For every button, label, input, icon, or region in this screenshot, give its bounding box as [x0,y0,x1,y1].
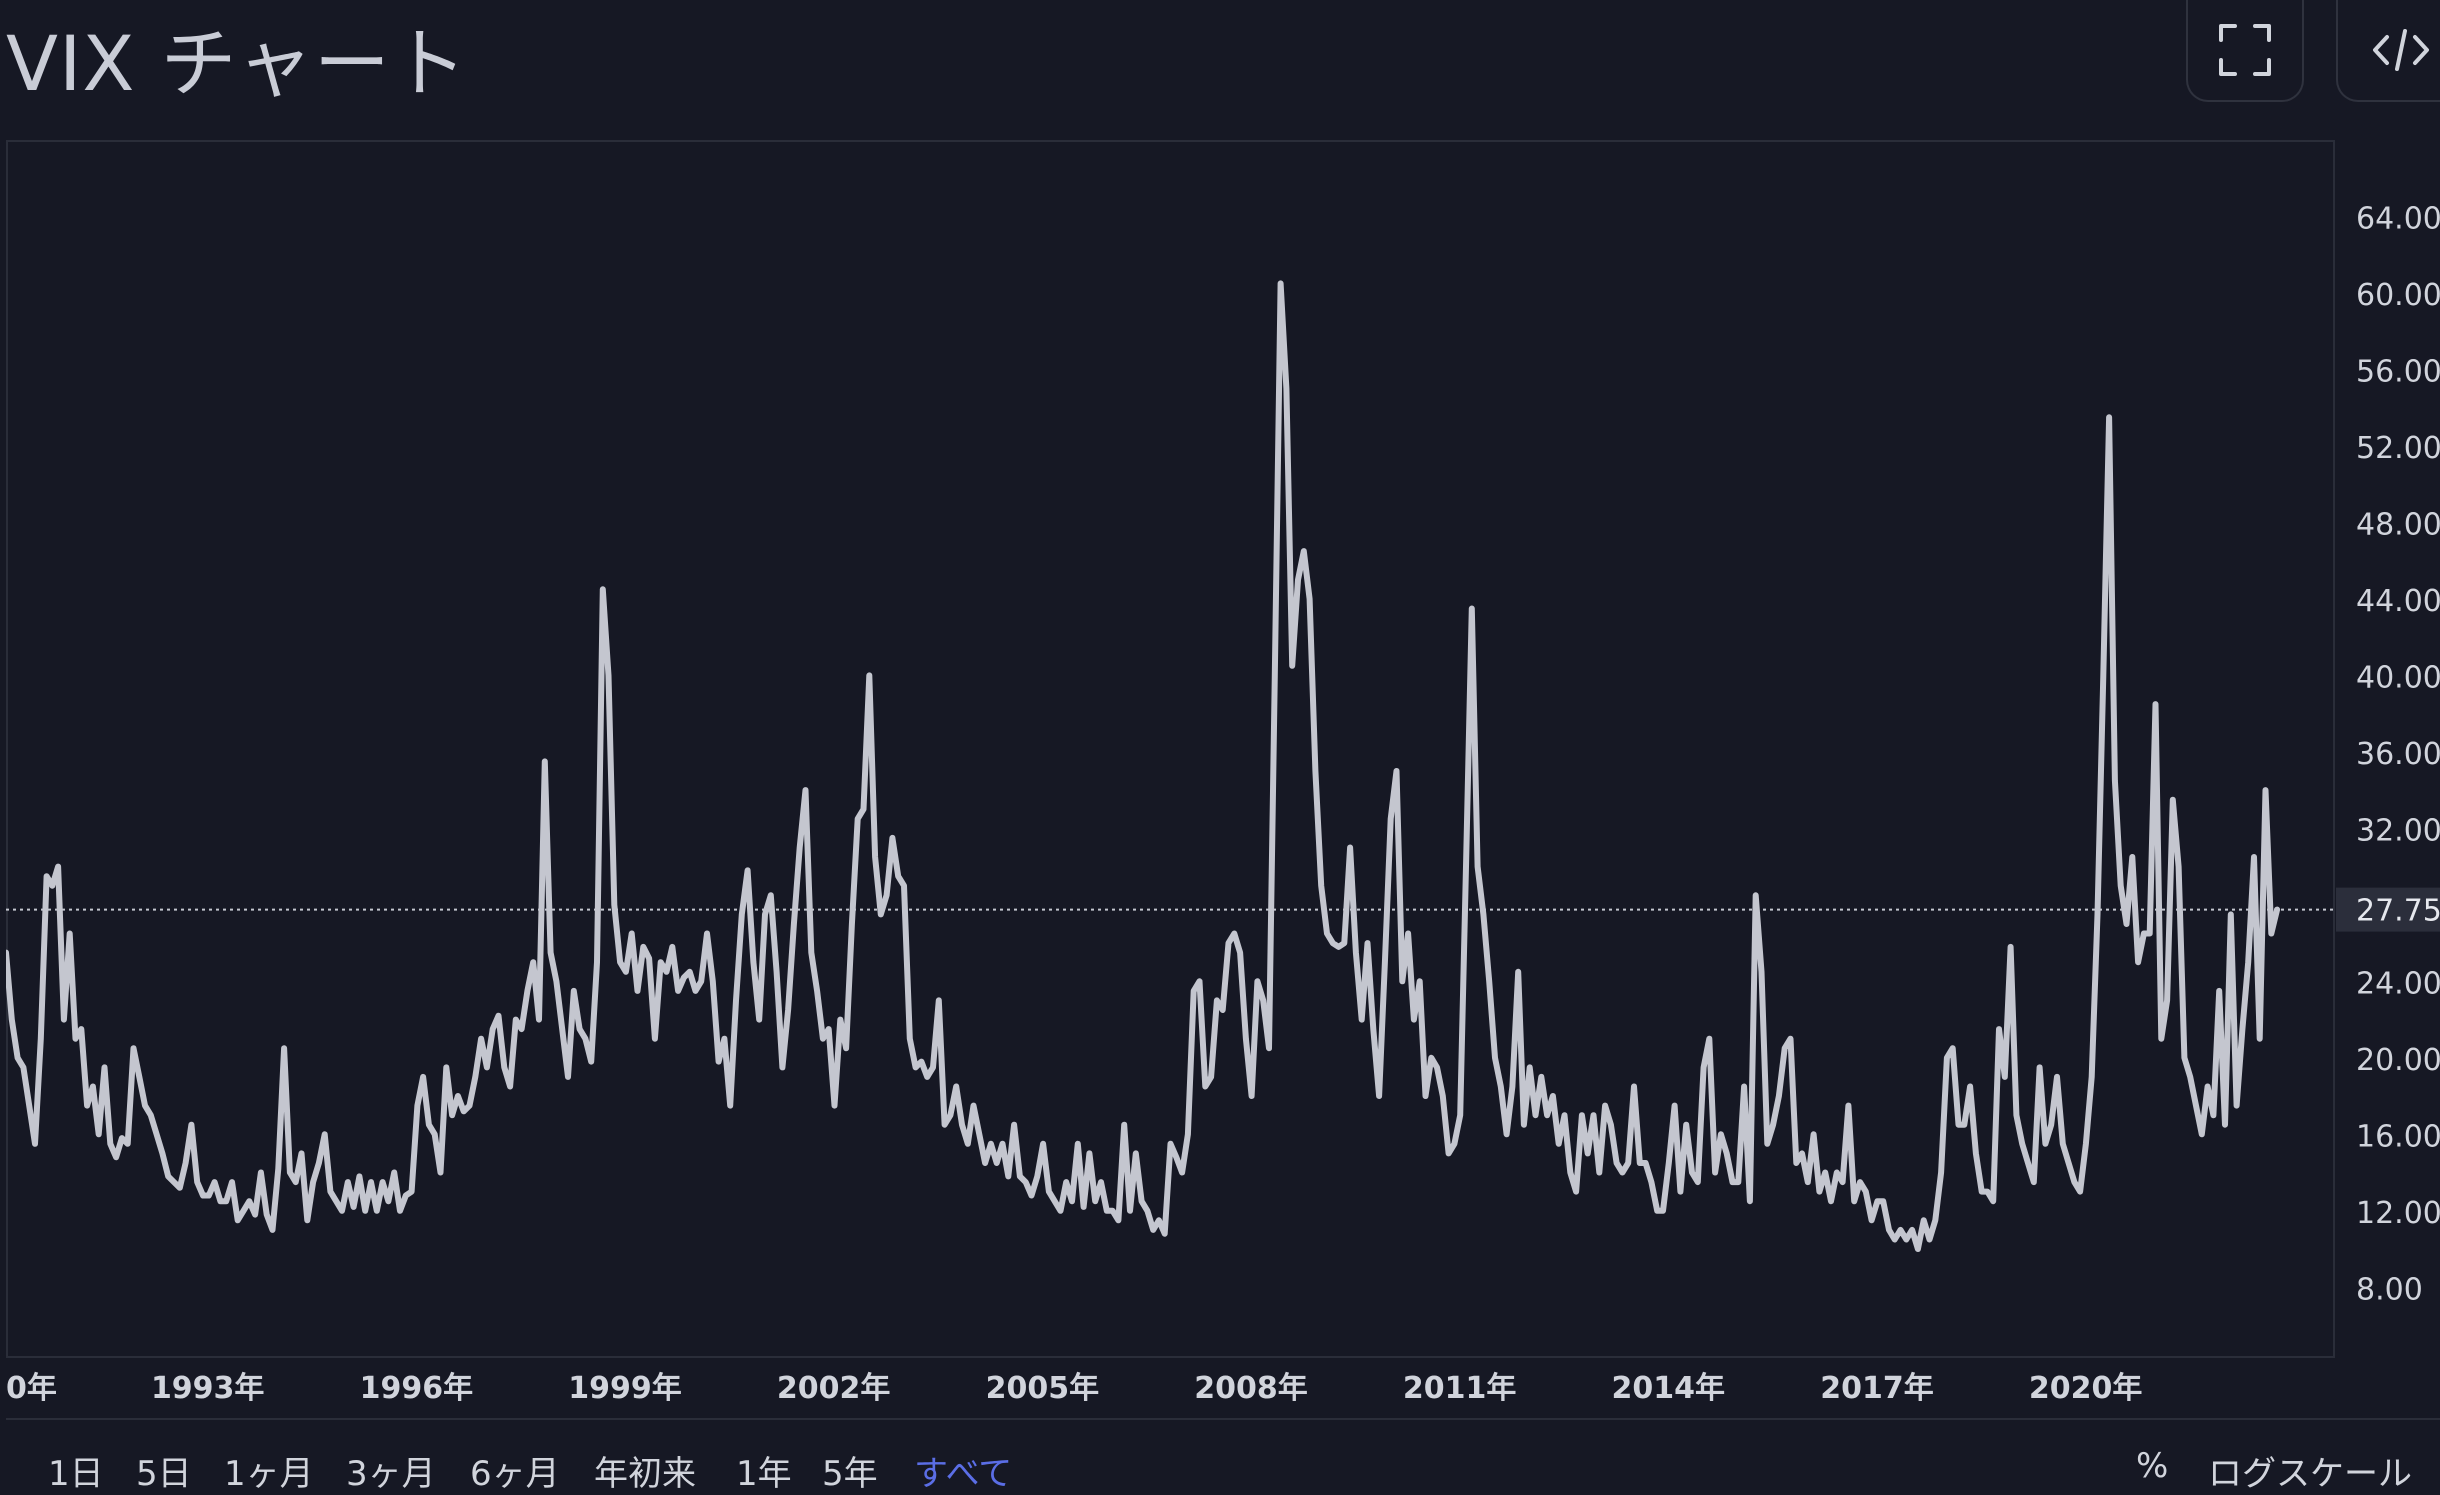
x-tick-label-8: 2014年 [1612,1371,1726,1406]
y-tick-label-4: 24.00 [2356,966,2440,1001]
x-tick-label-9: 2017年 [1820,1371,1934,1406]
vix-chart[interactable]: 8.0012.0016.0020.0024.0028.0032.0036.004… [3,140,2440,1420]
y-tick-label-6: 32.00 [2356,813,2440,848]
range-button-6[interactable]: 1年 [736,1454,792,1494]
y-tick-label-14: 64.00 [2356,201,2440,236]
y-axis: 8.0012.0016.0020.0024.0028.0032.0036.004… [2356,201,2440,1307]
fullscreen-icon [2219,24,2271,76]
y-tick-label-10: 48.00 [2356,507,2440,542]
range-button-7[interactable]: 5年 [822,1454,878,1494]
range-button-2[interactable]: 1ヶ月 [224,1454,314,1494]
x-tick-label-1: 1993年 [151,1371,265,1406]
y-tick-label-9: 44.00 [2356,584,2440,619]
range-button-0[interactable]: 1日 [48,1454,104,1494]
y-tick-label-7: 36.00 [2356,737,2440,772]
percent-toggle[interactable]: % [2136,1446,2169,1486]
range-button-4[interactable]: 6ヶ月 [470,1454,560,1494]
y-tick-label-11: 52.00 [2356,431,2440,466]
range-button-1[interactable]: 5日 [136,1454,192,1494]
x-tick-label-6: 2008年 [1194,1371,1308,1406]
range-button-5[interactable]: 年初来 [594,1454,696,1494]
x-axis: 0年 1993年 1996年 1999年 2002年 2005年 2008年 2011年 201… [6,1371,2142,1406]
range-button-8[interactable]: すべて [914,1454,1013,1494]
chart-svg[interactable]: 8.0012.0016.0020.0024.0028.0032.0036.004… [3,140,2440,1420]
last-value-label: 27.75 [2356,894,2440,929]
page-title: VIX チャート [6,19,468,108]
code-icon [2373,29,2429,71]
range-selector: 1日 5日 1ヶ月 3ヶ月 6ヶ月 年初来 1年 5年 すべて % ログスケール [0,1420,2440,1494]
x-tick-label-5: 2005年 [986,1371,1100,1406]
last-value-tag-bg [2336,887,2440,932]
embed-code-button[interactable] [2336,0,2440,102]
x-tick-label-2: 1996年 [360,1371,474,1406]
last-value-tag: 27.75 [2336,887,2440,932]
y-tick-label-3: 20.00 [2356,1043,2440,1078]
x-tick-label-3: 1999年 [568,1371,682,1406]
y-tick-label-12: 56.00 [2356,354,2440,389]
y-tick-label-1: 12.00 [2356,1196,2440,1231]
range-button-3[interactable]: 3ヶ月 [346,1454,436,1494]
fullscreen-button[interactable] [2186,0,2304,102]
y-tick-label-13: 60.00 [2356,278,2440,313]
y-tick-label-0: 8.00 [2356,1272,2423,1307]
x-tick-label-10: 2020年 [2029,1371,2143,1406]
y-tick-label-2: 16.00 [2356,1119,2440,1154]
x-tick-label-7: 2011年 [1403,1371,1517,1406]
log-scale-toggle[interactable]: ログスケール [2208,1454,2412,1494]
vix-series-line[interactable] [3,280,2281,1252]
x-tick-label-0: 0年 [6,1371,57,1406]
x-tick-label-4: 2002年 [777,1371,891,1406]
y-tick-label-8: 40.00 [2356,660,2440,695]
plot-area-border [6,140,2335,1358]
